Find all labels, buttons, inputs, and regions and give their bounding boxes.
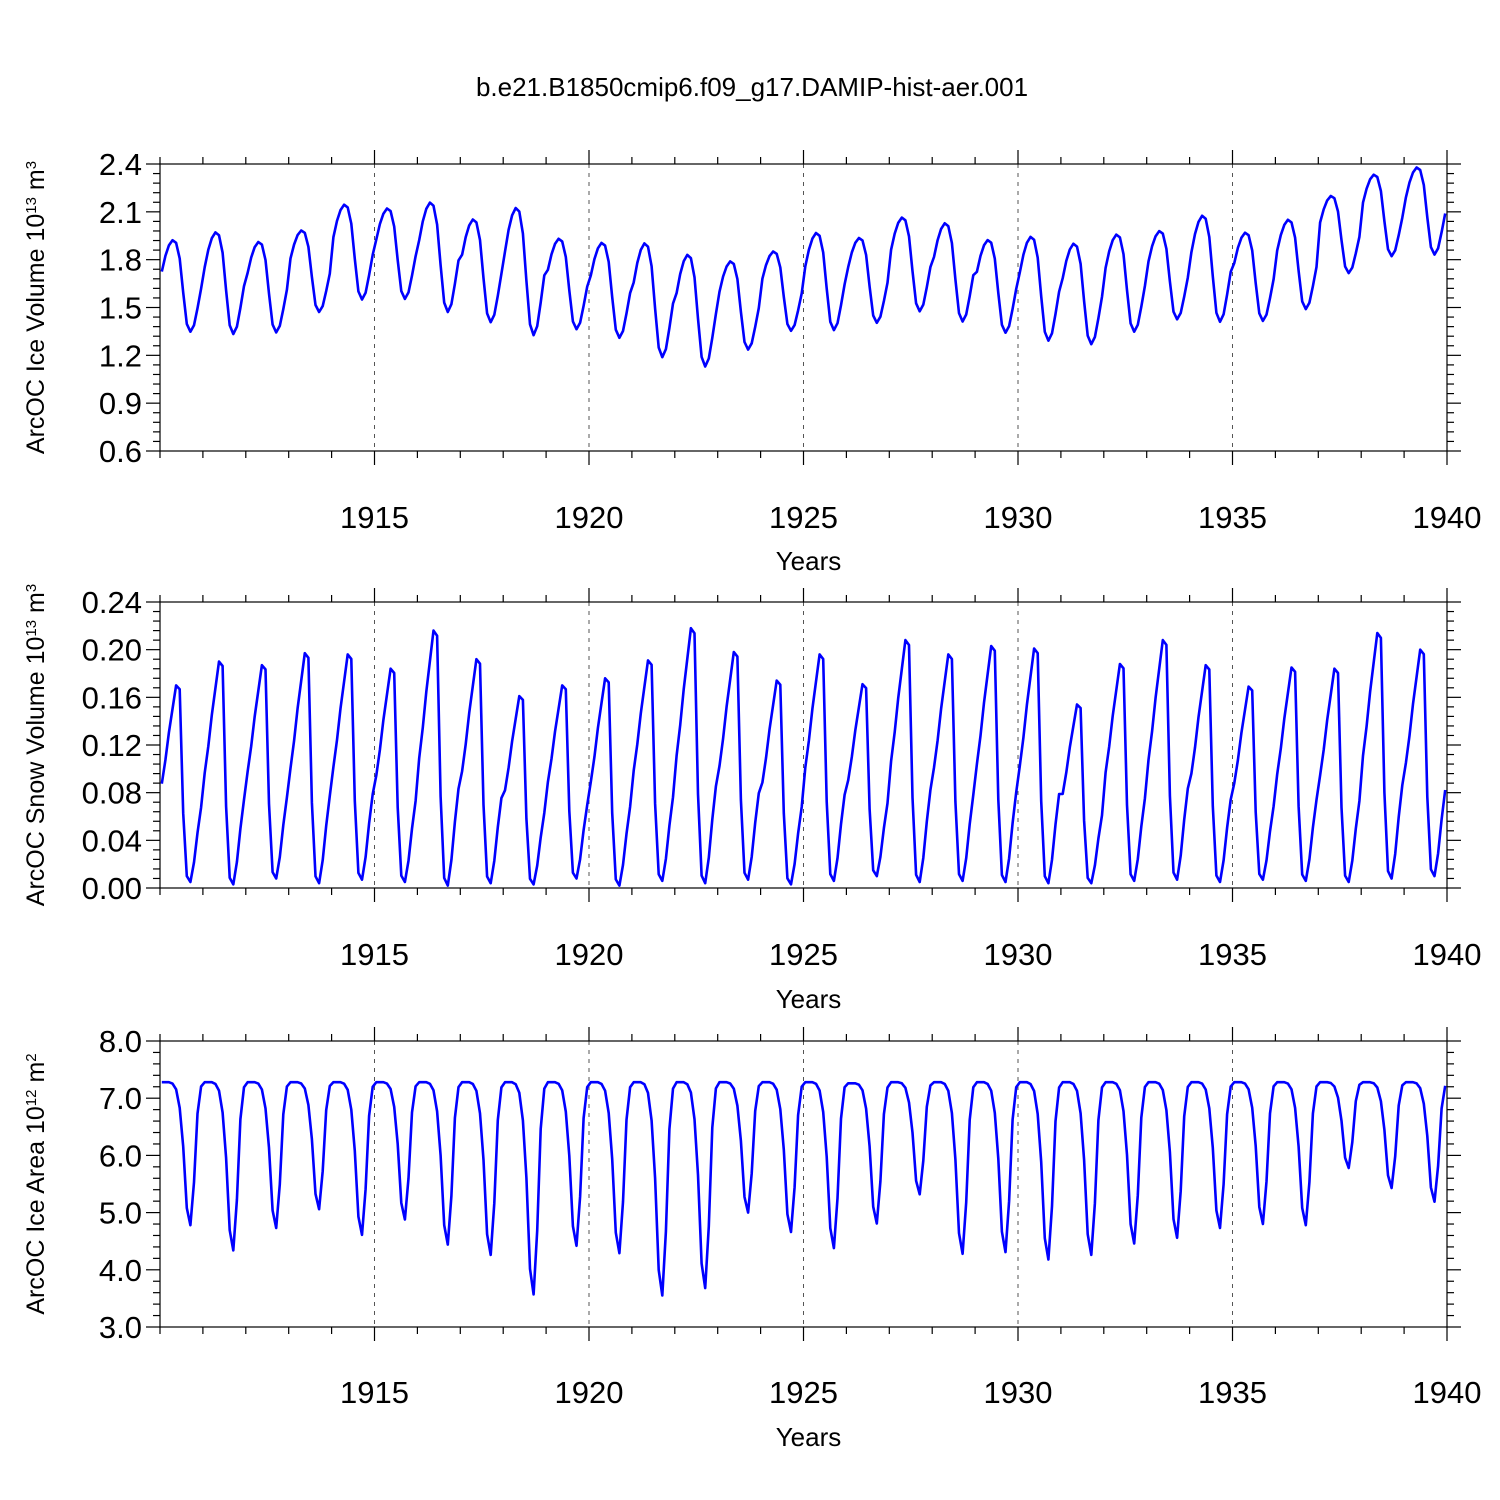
x-axis-label: Years (776, 1422, 842, 1452)
chart-title: b.e21.B1850cmip6.f09_g17.DAMIP-hist-aer.… (476, 72, 1028, 102)
y-tick-label: 0.9 (99, 386, 142, 421)
x-tick-label: 1915 (340, 937, 409, 972)
y-tick-label: 1.8 (99, 243, 142, 278)
chart-panel-snow-volume: 0.00 0.04 0.08 0.12 0.16 0.20 0.24 1915 1920 1925… (22, 584, 1481, 1014)
x-tick-label: 1920 (555, 1375, 624, 1410)
x-tick-label: 1915 (340, 1375, 409, 1410)
series-line-ice-area (161, 1080, 1447, 1297)
y-tick-label: 5.0 (99, 1196, 142, 1231)
chart-panel-ice-volume: 0.6 0.9 1.2 1.5 1.8 2.1 2.4 1915 1920 1925 1930 193… (22, 147, 1481, 576)
x-tick-label: 1920 (555, 500, 624, 535)
y-tick-label: 8.0 (99, 1024, 142, 1059)
x-tick-label: 1935 (1198, 500, 1267, 535)
y-tick-label: 0.6 (99, 434, 142, 469)
y-tick-label: 3.0 (99, 1310, 142, 1345)
x-tick-label: 1930 (984, 937, 1053, 972)
y-tick-label: 0.00 (82, 871, 142, 906)
plot-frame (159, 601, 1448, 889)
x-tick-label: 1915 (340, 500, 409, 535)
y-tick-label: 0.16 (82, 680, 142, 715)
y-tick-label: 4.0 (99, 1253, 142, 1288)
x-tick-label: 1935 (1198, 937, 1267, 972)
y-tick-label: 0.24 (82, 585, 142, 620)
y-tick-label: 2.4 (99, 147, 142, 182)
y-tick-label: 1.5 (99, 291, 142, 326)
plot-frame (159, 163, 1448, 452)
x-tick-label: 1920 (555, 937, 624, 972)
y-tick-label: 0.08 (82, 776, 142, 811)
x-tick-label: 1940 (1413, 937, 1482, 972)
y-axis-label: ArcOC Snow Volume 1013 m3 (22, 584, 50, 906)
chart-panel-ice-area: 3.0 4.0 5.0 6.0 7.0 8.0 1915 1920 1925 1930 1935 19… (22, 1024, 1481, 1452)
y-tick-label: 1.2 (99, 338, 142, 373)
x-tick-label: 1925 (769, 937, 838, 972)
plot-frame (159, 1040, 1448, 1328)
x-tick-label: 1940 (1413, 500, 1482, 535)
x-tick-label: 1940 (1413, 1375, 1482, 1410)
y-tick-label: 0.12 (82, 728, 142, 763)
y-tick-label: 6.0 (99, 1138, 142, 1173)
y-tick-label: 2.1 (99, 195, 142, 230)
x-axis-label: Years (776, 984, 842, 1014)
y-axis-label: ArcOC Ice Area 1012 m2 (22, 1053, 50, 1314)
series-line-ice-volume (160, 166, 1447, 368)
series-line-snow-volume (160, 626, 1447, 887)
y-tick-label: 7.0 (99, 1081, 142, 1116)
y-axis-label: ArcOC Ice Volume 1013 m3 (22, 161, 50, 454)
x-tick-label: 1935 (1198, 1375, 1267, 1410)
x-tick-label: 1925 (769, 1375, 838, 1410)
y-tick-label: 0.20 (82, 633, 142, 668)
x-tick-label: 1930 (984, 1375, 1053, 1410)
x-tick-label: 1925 (769, 500, 838, 535)
x-axis-label: Years (776, 546, 842, 576)
x-tick-label: 1930 (984, 500, 1053, 535)
y-tick-label: 0.04 (82, 823, 142, 858)
